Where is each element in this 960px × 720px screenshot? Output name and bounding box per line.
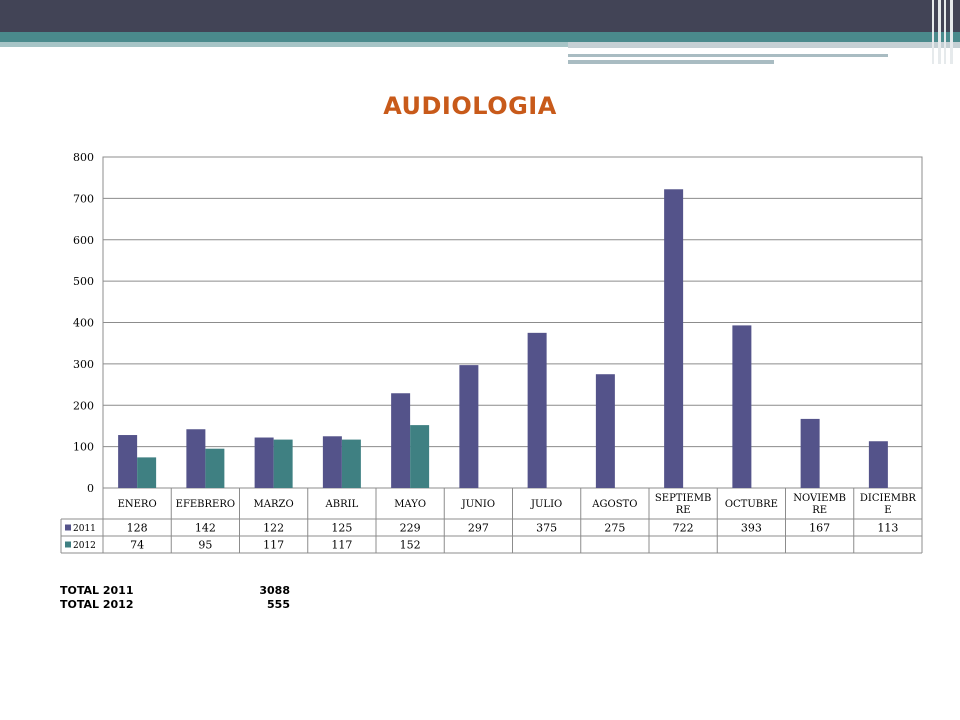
y-tick-label: 800	[73, 151, 94, 164]
data-label: 229	[400, 522, 421, 535]
data-label: 95	[198, 539, 212, 552]
x-category-label: ABRIL	[325, 499, 359, 510]
bar-2011-4	[391, 393, 411, 488]
total-label: TOTAL 2012	[60, 598, 134, 611]
total-label: TOTAL 2011	[60, 584, 134, 597]
header-bar	[0, 0, 960, 32]
header-accent-line	[568, 60, 774, 64]
y-tick-label: 600	[73, 234, 94, 247]
total-row-2012: TOTAL 2012 555	[60, 598, 290, 612]
data-label: 117	[331, 539, 352, 552]
data-label: 275	[604, 522, 625, 535]
bar-2011-10	[800, 418, 820, 488]
data-label: 74	[130, 539, 144, 552]
data-label: 167	[809, 522, 830, 535]
x-category-label: AGOSTO	[591, 499, 637, 510]
total-value: 3088	[259, 584, 290, 597]
y-tick-label: 0	[87, 482, 94, 495]
bar-2011-8	[664, 189, 684, 488]
header-vertical-lines	[928, 0, 960, 64]
data-label: 297	[468, 522, 489, 535]
bar-2011-2	[254, 437, 274, 488]
bar-2012-2	[273, 439, 293, 488]
data-label: 722	[673, 522, 694, 535]
header-accent-stripe	[0, 32, 960, 42]
header-accent-gray	[568, 42, 960, 48]
x-category-label: SEPTIEMB RE	[655, 493, 711, 516]
legend-key-2011	[65, 524, 71, 531]
data-label: 375	[536, 522, 557, 535]
y-tick-label: 200	[73, 399, 94, 412]
y-tick-label: 500	[73, 275, 94, 288]
data-label: 122	[263, 522, 284, 535]
header-accent-light	[0, 42, 568, 47]
bar-2012-3	[341, 439, 361, 488]
x-category-label: OCTUBRE	[725, 499, 778, 510]
legend-key-2012	[65, 541, 71, 548]
legend-label: 2012	[73, 541, 96, 551]
total-row-2011: TOTAL 2011 3088	[60, 584, 290, 598]
x-category-label: ENERO	[118, 499, 157, 510]
bar-2011-1	[186, 429, 206, 488]
x-category-label: MARZO	[254, 499, 294, 510]
bar-2011-9	[732, 325, 752, 488]
y-tick-label: 400	[73, 317, 94, 330]
total-value: 555	[267, 598, 290, 611]
x-category-label: MAYO	[394, 499, 426, 510]
bar-2011-7	[595, 374, 615, 488]
bar-2012-4	[410, 425, 430, 488]
chart-title: AUDIOLOGIA	[383, 92, 557, 120]
data-label: 152	[400, 539, 421, 552]
data-label: 125	[331, 522, 352, 535]
x-category-label: JULIO	[530, 499, 562, 510]
bar-2011-11	[868, 441, 888, 488]
data-label: 128	[127, 522, 148, 535]
y-tick-label: 300	[73, 358, 94, 371]
data-label: 393	[741, 522, 762, 535]
totals-block: TOTAL 2011 3088 TOTAL 2012 555	[60, 584, 290, 612]
y-tick-label: 700	[73, 192, 94, 205]
x-category-label: NOVIEMB RE	[793, 493, 846, 516]
bar-2011-0	[118, 435, 138, 488]
bar-2011-5	[459, 365, 479, 488]
data-label: 142	[195, 522, 216, 535]
data-label: 117	[263, 539, 284, 552]
x-category-label: DICIEMBR E	[860, 493, 916, 516]
y-tick-label: 100	[73, 441, 94, 454]
bar-2011-6	[527, 332, 547, 488]
bar-2011-3	[322, 436, 342, 488]
header-accent-line	[568, 54, 888, 57]
x-category-label: EFEBRERO	[176, 499, 235, 510]
bar-2012-0	[137, 457, 157, 488]
x-category-label: JUNIO	[461, 499, 495, 510]
bar-2012-1	[205, 448, 225, 488]
data-label: 113	[877, 522, 898, 535]
legend-label: 2011	[73, 524, 96, 534]
